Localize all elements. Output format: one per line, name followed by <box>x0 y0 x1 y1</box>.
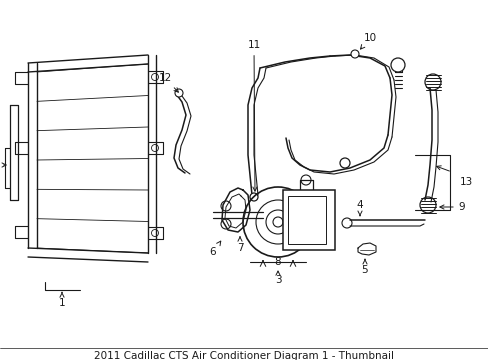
Text: 8: 8 <box>274 257 281 267</box>
Text: 4: 4 <box>356 200 363 216</box>
Text: 10: 10 <box>360 33 376 49</box>
Circle shape <box>390 58 404 72</box>
Circle shape <box>175 89 183 97</box>
Text: 13: 13 <box>459 177 472 187</box>
Text: 12: 12 <box>158 73 178 92</box>
Text: 9: 9 <box>439 202 465 212</box>
Text: 3: 3 <box>274 271 281 285</box>
Text: 6: 6 <box>209 241 220 257</box>
Circle shape <box>350 50 358 58</box>
Text: 2: 2 <box>0 160 6 170</box>
Text: 5: 5 <box>361 259 367 275</box>
Text: 7: 7 <box>236 237 243 253</box>
Text: 11: 11 <box>247 40 260 191</box>
Bar <box>287 196 325 244</box>
Circle shape <box>249 193 258 201</box>
Circle shape <box>339 158 349 168</box>
Bar <box>283 190 334 250</box>
Text: 1: 1 <box>59 292 65 308</box>
Text: 2011 Cadillac CTS Air Conditioner Diagram 1 - Thumbnail: 2011 Cadillac CTS Air Conditioner Diagra… <box>94 351 393 360</box>
Circle shape <box>272 217 283 227</box>
